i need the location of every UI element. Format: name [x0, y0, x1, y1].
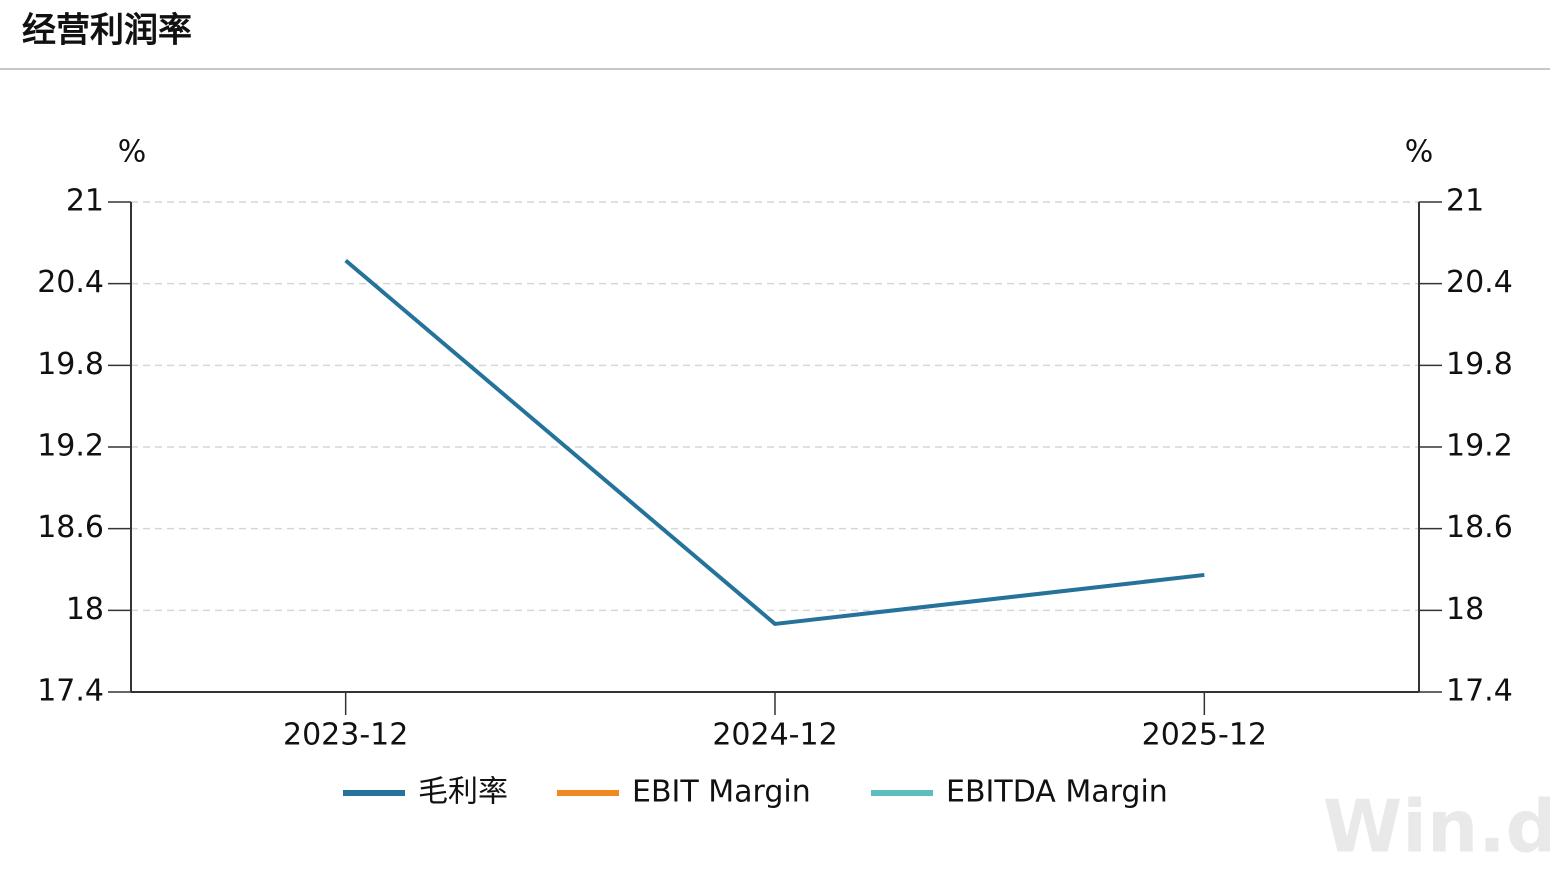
- y2-tick-label: 19.2: [1446, 429, 1513, 464]
- y-tick-label: 21: [66, 184, 104, 219]
- y2-tick-label: 19.8: [1446, 347, 1513, 382]
- y2-tick-label: 18: [1446, 592, 1484, 627]
- y-tick-label: 17.4: [37, 674, 104, 709]
- y-axis-unit: %: [118, 135, 147, 170]
- x-tick-label: 2025-12: [1142, 718, 1267, 753]
- y2-tick-label: 18.6: [1446, 510, 1513, 545]
- legend-label: 毛利率: [418, 775, 508, 810]
- legend-label: EBITDA Margin: [946, 775, 1168, 810]
- legend-label: EBIT Margin: [632, 775, 811, 810]
- y2-axis-unit: %: [1405, 135, 1434, 170]
- x-tick-label: 2023-12: [283, 718, 408, 753]
- line-series: [344, 259, 1205, 626]
- y-tick-label: 20.4: [37, 265, 104, 300]
- chart-title: 经营利润率: [22, 11, 192, 51]
- y2-tick-label: 17.4: [1446, 674, 1513, 709]
- y-tick-label: 19.2: [37, 429, 104, 464]
- y2-tick-label: 21: [1446, 184, 1484, 219]
- x-tick-label: 2024-12: [712, 718, 837, 753]
- y-tick-label: 19.8: [37, 347, 104, 382]
- y-tick-label: 18.6: [37, 510, 104, 545]
- y2-tick-label: 20.4: [1446, 265, 1513, 300]
- y-tick-label: 18: [66, 592, 104, 627]
- watermark: Win.d: [1323, 785, 1550, 869]
